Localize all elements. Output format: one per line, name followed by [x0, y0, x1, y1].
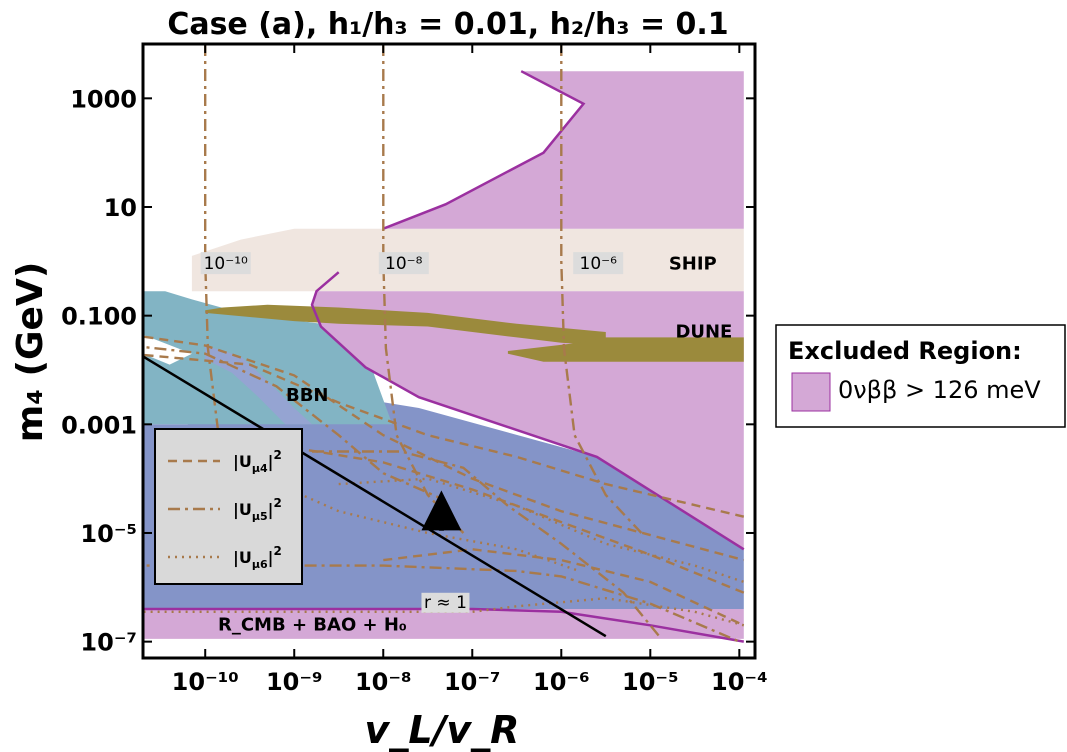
- line-dashed-2: [143, 335, 745, 562]
- x-tick-label: 10⁻⁶: [533, 668, 590, 696]
- annotation-bg: [421, 592, 470, 613]
- region-legend-title: Excluded Region:: [788, 337, 1022, 365]
- line-dashdot-5: [143, 345, 447, 502]
- region-label: SHIP: [669, 254, 717, 275]
- contour-label: 10⁻⁸: [385, 254, 423, 274]
- region-label: R_CMB + BAO + H₀: [218, 615, 407, 636]
- y-tick-label: 10⁻⁷: [80, 629, 137, 657]
- x-tick-label: 10⁻⁴: [711, 668, 768, 696]
- line-dotted-8: [143, 596, 745, 627]
- contour-label-bg: [573, 252, 624, 275]
- contour-label-bg: [200, 252, 251, 275]
- region-ship: [191, 228, 744, 292]
- y-tick-label: 10: [104, 194, 137, 222]
- y-tick-label: 0.100: [61, 303, 137, 331]
- x-tick-label: 10⁻¹⁰: [172, 668, 239, 696]
- legend-line-label: |Uμ6|2: [233, 544, 282, 571]
- line-dashdot-7: [312, 450, 661, 637]
- contour-label: 10⁻⁶: [580, 254, 618, 274]
- line-dotted-10: [240, 466, 580, 573]
- region-label: BBN: [286, 385, 329, 406]
- legend-line-label: |Uμ5|2: [233, 496, 282, 523]
- y-tick-label: 0.001: [61, 411, 137, 439]
- line-legend: |Uμ4|2 |Uμ5|2 |Uμ6|2: [154, 428, 303, 585]
- line-legend-box: [154, 428, 303, 585]
- line-dashed-4: [383, 548, 745, 627]
- boundary-excluded-top: [382, 70, 586, 230]
- line-r-equals-1: [143, 354, 607, 638]
- plot-frame: [141, 42, 757, 660]
- region-label: DUNE: [675, 321, 732, 342]
- chart-title: Case (a), h₁/h₃ = 0.01, h₂/h₃ = 0.1: [167, 7, 728, 42]
- contour-label-bg: [378, 252, 429, 275]
- x-tick-label: 10⁻⁷: [444, 668, 501, 696]
- region-bbn: [143, 291, 393, 425]
- region-legend-entry: 0νββ > 126 meV: [838, 376, 1041, 404]
- x-tick-label: 10⁻⁸: [355, 668, 412, 696]
- annotation-label: r ≈ 1: [424, 593, 467, 613]
- x-axis-label: v_L/v_R: [365, 708, 520, 752]
- legend-line-label: |Uμ4|2: [233, 448, 282, 475]
- line-dashed-1: [143, 353, 745, 518]
- y-tick-label: 10⁻⁵: [80, 520, 137, 548]
- line-dotted-9: [338, 477, 745, 584]
- region-legend: Excluded Region: 0νββ > 126 meV: [775, 324, 1066, 428]
- boundary-excluded-middle: [310, 271, 745, 551]
- line-contour--6: [560, 44, 643, 534]
- region-dune-lower: [507, 337, 744, 362]
- y-tick-label: 1000: [70, 85, 137, 113]
- axis-ticks: 10⁻¹⁰ 10⁻⁹ 10⁻⁸ 10⁻⁷ 10⁻⁶ 10⁻⁵ 10⁻⁴ 10⁻⁷ 10⁻⁵ 0.0…: [61, 44, 768, 696]
- x-tick-label: 10⁻⁹: [266, 668, 323, 696]
- y-axis-label: m₄ (GeV): [10, 262, 51, 443]
- region-excluded-top: [334, 71, 744, 229]
- contour-label: 10⁻¹⁰: [204, 254, 248, 274]
- region-legend-swatch: [791, 372, 831, 412]
- region-labels: SHIP DUNE BBN R_CMB + BAO + H₀ 10⁻¹⁰ 10⁻⁸ 10⁻⁶…: [200, 252, 732, 636]
- line-dashdot-6: [143, 564, 740, 643]
- x-tick-label: 10⁻⁵: [622, 668, 679, 696]
- boundary-excluded-bottom: [143, 607, 745, 643]
- region-dune-upper: [205, 304, 606, 346]
